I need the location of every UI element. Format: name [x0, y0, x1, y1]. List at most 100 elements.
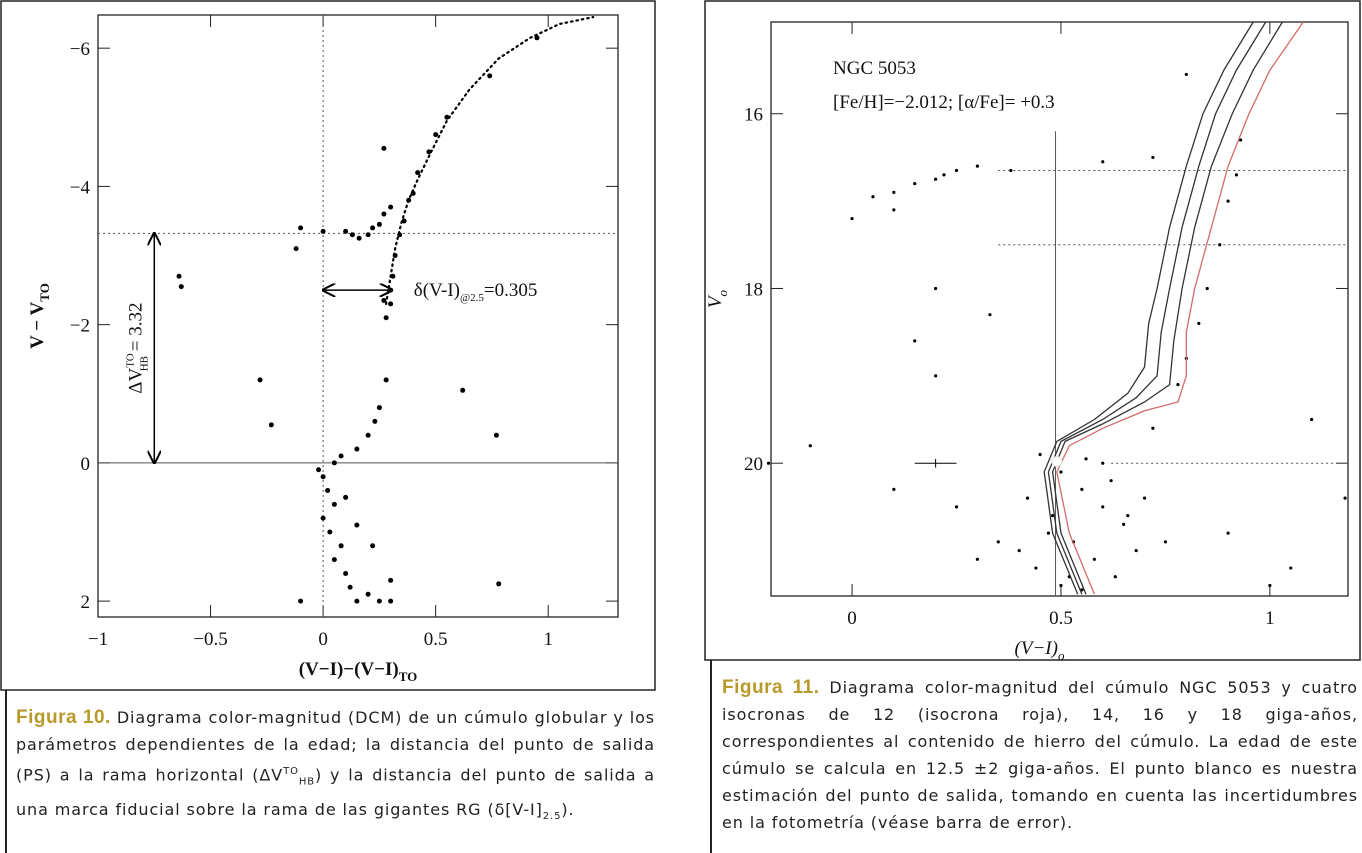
x-axis-label: (V−I)o: [1015, 638, 1065, 663]
y-axis-label-sub: o: [715, 289, 730, 296]
star-point: [370, 543, 376, 549]
star-point: [988, 313, 992, 317]
star-point: [996, 540, 1000, 544]
cluster-params: [Fe/H]=−2.012; [α/Fe]= +0.3: [833, 92, 1055, 113]
hb-label-text: = 3.32: [125, 303, 146, 356]
caption-text: Diagrama color-magnitud del cúmulo NGC 5…: [722, 678, 1358, 832]
star-point: [487, 73, 493, 79]
x-axis-label-sub: o: [1058, 648, 1065, 663]
star-point: [934, 177, 938, 181]
hb-label-text: ΔV: [125, 368, 146, 394]
star-point: [316, 467, 322, 473]
y-axis-label: Vo: [705, 289, 730, 308]
caption-text: ) y la distancia del punto de salida a u…: [16, 765, 655, 819]
star-point: [1059, 470, 1063, 474]
caption-text: Diagrama color-magnitud (DCM) de un cúmu…: [16, 708, 655, 785]
star-point: [426, 149, 432, 155]
star-point: [354, 598, 360, 604]
star-point: [954, 505, 959, 509]
star-point: [1017, 548, 1021, 553]
star-point: [298, 598, 304, 604]
star-point: [320, 474, 326, 480]
star-point: [934, 374, 938, 378]
star-point: [808, 444, 812, 448]
cluster-name: NGC 5053: [833, 58, 916, 79]
star-point: [1101, 505, 1105, 509]
star-point: [1151, 155, 1155, 160]
star-point: [1059, 583, 1063, 588]
star-point: [349, 232, 355, 238]
y-axis-label-sub: TO: [37, 283, 52, 302]
star-point: [327, 529, 333, 535]
star-point: [176, 273, 182, 279]
star-point: [376, 221, 382, 227]
star-point: [1289, 566, 1293, 570]
star-point: [320, 515, 326, 521]
caption-text: ).: [561, 799, 575, 819]
y-tick-label: 2: [81, 592, 91, 613]
y-axis-label-text: V: [705, 294, 726, 308]
star-point: [496, 581, 502, 587]
star-point: [1163, 540, 1168, 544]
star-point: [388, 598, 394, 604]
x-tick-label: 1: [1265, 608, 1275, 629]
star-point: [388, 204, 394, 210]
caption-label: Figura 10.: [16, 707, 111, 728]
star-point: [257, 377, 263, 383]
star-point: [460, 387, 466, 393]
plot-frame: [770, 21, 1349, 597]
star-point: [376, 598, 382, 604]
star-point: [975, 164, 979, 168]
isochrone: [1047, 21, 1267, 595]
star-point: [892, 208, 896, 212]
star-point: [1101, 160, 1105, 164]
star-point: [331, 501, 337, 507]
star-point: [1234, 173, 1239, 177]
star-point: [338, 453, 344, 459]
x-tick-label: 0: [847, 608, 857, 629]
y-tick-label: −4: [70, 177, 91, 198]
star-point: [1184, 72, 1188, 77]
star-point: [892, 487, 896, 492]
star-point: [766, 461, 771, 465]
star-point: [942, 173, 946, 177]
star-point: [343, 228, 349, 234]
x-tick-label: 0: [318, 629, 328, 650]
x-axis-label: (V−I)−(V−I)TO: [299, 659, 418, 684]
x-tick-label: 1: [543, 629, 553, 650]
star-point: [331, 557, 337, 563]
star-point: [1197, 321, 1201, 326]
star-point: [1126, 514, 1130, 518]
star-point: [381, 145, 387, 151]
y-axis-label-text: V − V: [27, 301, 48, 348]
star-point: [1038, 452, 1042, 457]
y-tick-label: 20: [744, 454, 763, 475]
caption-sup: TO: [283, 766, 299, 777]
star-point: [975, 557, 979, 561]
caption-sub: 2.5: [542, 810, 562, 822]
star-point: [1205, 286, 1209, 291]
caption-label: Figura 11.: [722, 677, 820, 698]
star-point: [343, 570, 349, 576]
x-tick-label: 0.5: [424, 629, 448, 650]
star-point: [1226, 531, 1230, 535]
star-point: [1046, 531, 1051, 535]
star-point: [354, 522, 360, 528]
star-point: [1343, 496, 1347, 500]
star-point: [534, 35, 540, 41]
plot-frame: [97, 14, 619, 618]
caption: Figura 10. Diagrama color-magnitud (DCM)…: [16, 704, 655, 830]
fiducial-line: [385, 16, 595, 305]
star-point: [1142, 496, 1147, 500]
star-point: [415, 170, 421, 176]
star-point: [934, 286, 938, 291]
star-point: [1025, 496, 1030, 500]
star-point: [913, 182, 917, 186]
star-point: [331, 460, 337, 466]
star-point: [892, 190, 896, 194]
color-label: δ(V-I)@2.5=0.305: [414, 280, 538, 304]
star-point: [1122, 522, 1126, 526]
x-axis-label-text: (V−I)−(V−I): [299, 659, 399, 680]
star-point: [913, 339, 917, 343]
